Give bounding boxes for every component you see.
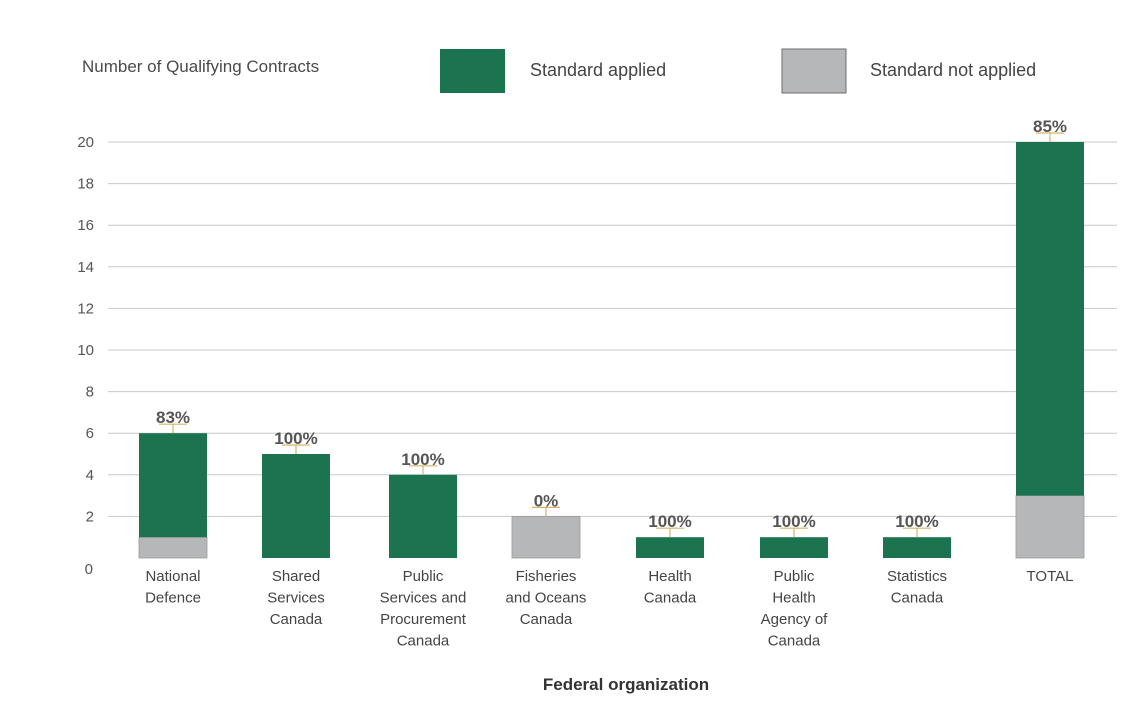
x-category-label: Public Services and Procurement Canada (380, 568, 467, 650)
data-label-percent: 100% (772, 512, 815, 531)
x-axis-category-labels: National Defence Shared Services Canada Publi… (145, 568, 1073, 650)
y-tick-label: 0 (85, 561, 93, 578)
legend-label-standard-applied: Standard applied (530, 60, 666, 80)
data-label-percent: 100% (274, 429, 317, 448)
y-tick-label: 16 (77, 217, 94, 234)
y-tick-label: 6 (86, 425, 94, 442)
y-tick-label: 20 (77, 134, 94, 151)
data-labels: 83% 100% 100% 0% 100% 100% 100% 85% (156, 117, 1067, 531)
bar-standard-not-applied (1015, 495, 1085, 559)
x-category-label: Fisheries and Oceans Canada (506, 568, 587, 628)
data-label-percent: 85% (1033, 117, 1067, 136)
x-category-label: Health Canada (644, 568, 697, 607)
data-label-percent: 100% (648, 512, 691, 531)
bar-standard-applied (262, 454, 330, 558)
bar-standard-not-applied (138, 536, 208, 559)
x-category-label: Shared Services Canada (267, 568, 325, 628)
bars (138, 132, 1085, 559)
bar-standard-applied (883, 537, 951, 558)
x-category-label: TOTAL (1027, 568, 1074, 585)
y-tick-label: 2 (86, 508, 94, 525)
bar-standard-applied (1016, 142, 1084, 496)
y-tick-label: 12 (77, 300, 94, 317)
y-tick-label: 8 (86, 384, 94, 401)
data-label-percent: 83% (156, 408, 190, 427)
x-category-label: Public Health Agency of Canada (761, 568, 829, 650)
legend-swatch-standard-not-applied (781, 48, 847, 94)
bar-standard-applied (636, 537, 704, 558)
y-tick-label: 18 (77, 176, 94, 193)
y-tick-label: 14 (77, 259, 94, 276)
gridlines (108, 141, 1117, 517)
x-category-label: Statistics Canada (887, 568, 947, 607)
legend: Standard applied Standard not applied (440, 48, 1036, 94)
bar-standard-applied (760, 537, 828, 558)
x-category-label: National Defence (145, 568, 201, 607)
bar-standard-not-applied (511, 516, 581, 559)
legend-label-standard-not-applied: Standard not applied (870, 60, 1036, 80)
data-label-percent: 100% (401, 450, 444, 469)
bar-standard-applied (389, 474, 457, 558)
y-tick-label: 10 (77, 342, 94, 359)
y-axis-ticks: 0 2 4 6 8 10 12 14 16 18 20 (77, 134, 94, 578)
bar-standard-applied (139, 433, 207, 538)
x-axis-title: Federal organization (543, 675, 709, 694)
legend-swatch-standard-applied (440, 49, 505, 93)
y-tick-label: 4 (86, 467, 94, 484)
data-label-percent: 0% (534, 491, 559, 510)
y-axis-title: Number of Qualifying Contracts (82, 57, 319, 76)
data-label-percent: 100% (895, 512, 938, 531)
